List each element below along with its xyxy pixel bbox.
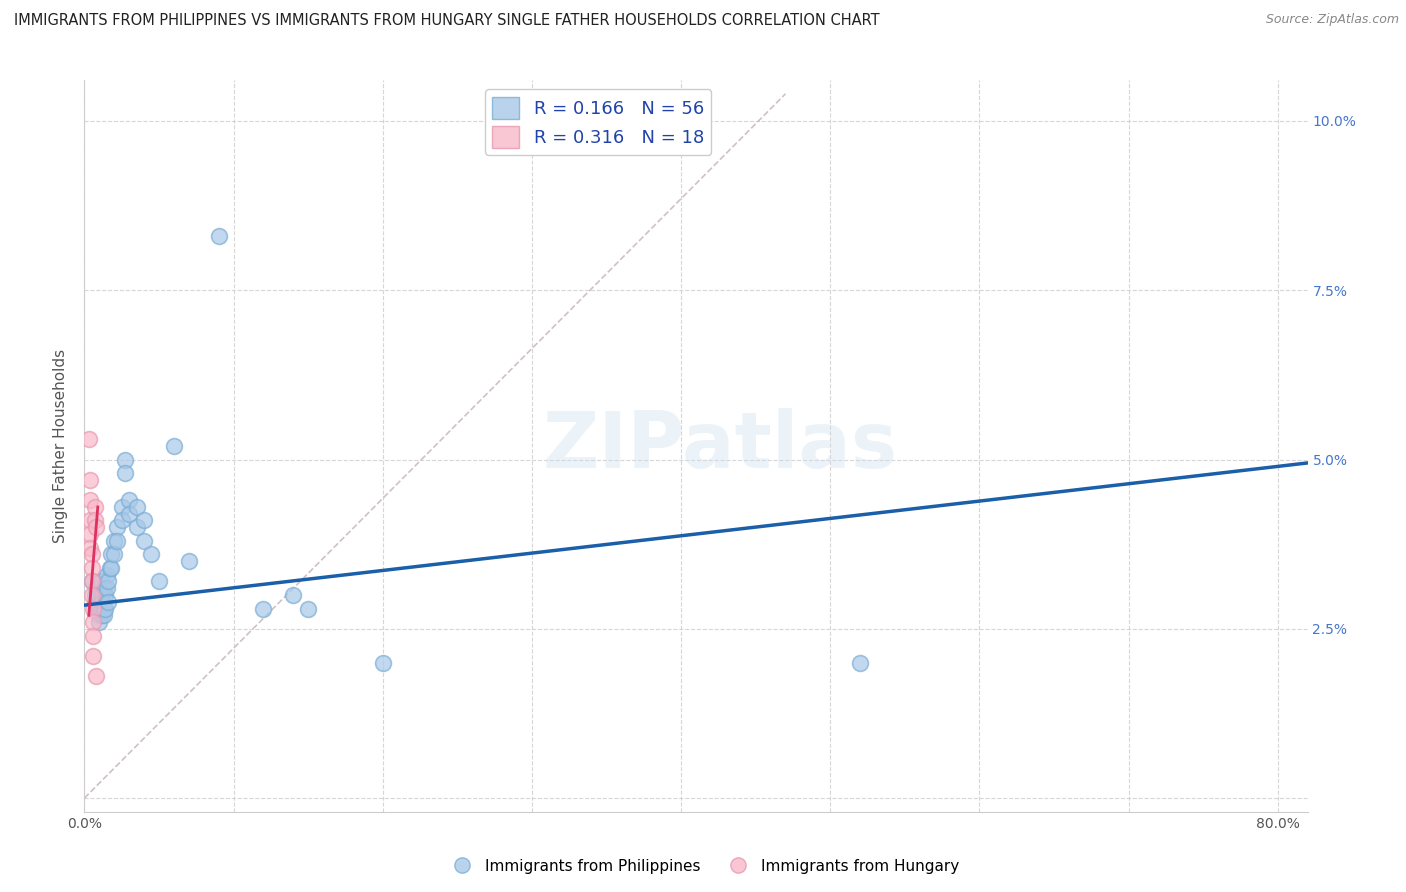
Point (371, 656, 394, 670)
Point (96, 567, 118, 582)
Text: IMMIGRANTS FROM PHILIPPINES VS IMMIGRANTS FROM HUNGARY SINGLE FATHER HOUSEHOLDS : IMMIGRANTS FROM PHILIPPINES VS IMMIGRANT… (14, 13, 880, 29)
Point (90, 601, 112, 615)
Point (125, 520, 148, 534)
Point (77, 432, 100, 446)
Point (105, 520, 128, 534)
Point (132, 514, 155, 528)
Point (163, 439, 186, 453)
Point (93, 608, 115, 623)
Point (80, 561, 103, 575)
Point (79, 493, 101, 508)
Point (849, 656, 872, 670)
Point (132, 533, 155, 548)
Point (80, 547, 103, 561)
Point (84, 581, 107, 595)
Point (100, 561, 122, 575)
Point (82, 648, 104, 663)
Point (98, 561, 121, 575)
Point (90, 595, 112, 609)
Point (84, 595, 107, 609)
Point (105, 533, 128, 548)
Point (252, 601, 274, 615)
Point (91, 595, 114, 609)
Point (93, 601, 115, 615)
Point (84, 601, 107, 615)
Point (90, 574, 112, 589)
Point (118, 507, 141, 521)
Point (79, 527, 101, 541)
Legend: Immigrants from Philippines, Immigrants from Hungary: Immigrants from Philippines, Immigrants … (440, 853, 966, 880)
Text: ZIPatlas: ZIPatlas (543, 408, 898, 484)
Point (114, 466, 136, 480)
Y-axis label: Single Father Households: Single Father Households (53, 349, 69, 543)
Point (89, 581, 111, 595)
Point (80, 588, 103, 602)
Point (79, 473, 101, 487)
Point (82, 601, 104, 615)
Point (91, 608, 114, 623)
Point (118, 493, 141, 508)
Point (177, 554, 200, 568)
Point (89, 608, 111, 623)
Point (91, 588, 114, 602)
Point (111, 514, 134, 528)
Point (148, 574, 170, 589)
Point (114, 452, 136, 467)
Point (103, 533, 125, 548)
Legend: R = 0.166   N = 56, R = 0.316   N = 18: R = 0.166 N = 56, R = 0.316 N = 18 (485, 89, 711, 155)
Point (79, 541, 101, 555)
Point (141, 547, 163, 561)
Point (87, 595, 110, 609)
Point (97, 595, 120, 609)
Point (89, 588, 111, 602)
Point (283, 588, 305, 602)
Point (97, 574, 120, 589)
Point (82, 629, 104, 643)
Point (83, 588, 105, 602)
Point (94, 588, 117, 602)
Point (80, 574, 103, 589)
Point (89, 601, 111, 615)
Point (84, 520, 107, 534)
Point (84, 669, 107, 683)
Point (79, 514, 101, 528)
Point (87, 601, 110, 615)
Point (83, 595, 105, 609)
Point (103, 547, 125, 561)
Point (83, 514, 105, 528)
Text: Source: ZipAtlas.com: Source: ZipAtlas.com (1265, 13, 1399, 27)
Point (96, 581, 118, 595)
Point (125, 500, 148, 514)
Point (100, 547, 122, 561)
Point (83, 500, 105, 514)
Point (80, 574, 103, 589)
Point (89, 615, 111, 629)
Point (207, 229, 229, 244)
Point (87, 588, 110, 602)
Point (94, 601, 117, 615)
Point (297, 601, 319, 615)
Point (111, 500, 134, 514)
Point (82, 615, 104, 629)
Point (93, 581, 115, 595)
